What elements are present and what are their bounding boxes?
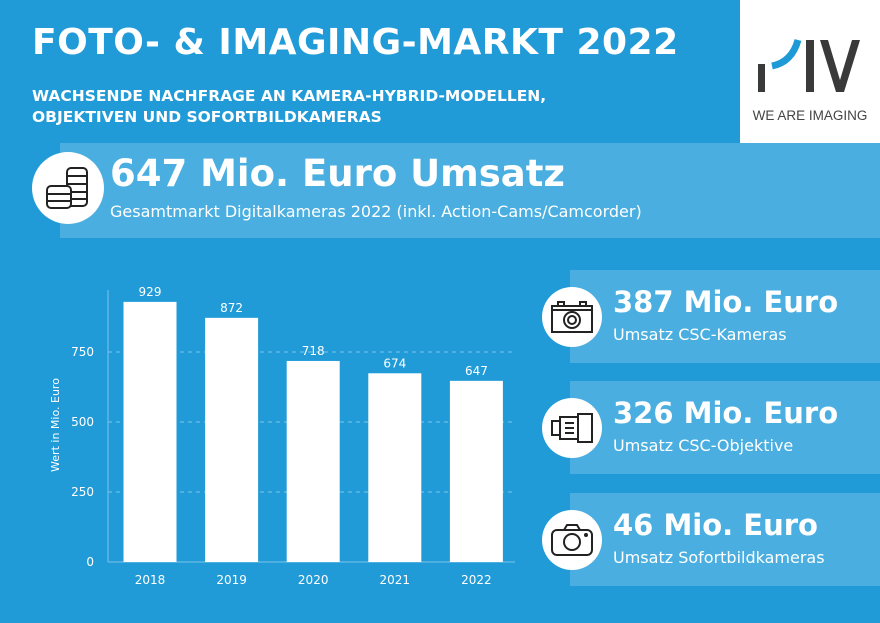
coins-icon <box>32 152 104 224</box>
y-tick-label: 0 <box>86 555 94 569</box>
stat-value: 326 Mio. Euro <box>613 396 839 430</box>
y-tick-label: 500 <box>71 415 94 429</box>
stat-panel-csc-lenses <box>570 381 880 474</box>
subtitle-line-2: OBJEKTIVEN UND SOFORTBILDKAMERAS <box>32 108 382 126</box>
total-value: 647 Mio. Euro Umsatz <box>110 152 565 195</box>
page-subtitle: WACHSENDE NACHFRAGE AN KAMERA-HYBRID-MOD… <box>32 86 672 128</box>
x-tick-label: 2018 <box>135 573 166 587</box>
bar-value-label: 718 <box>302 344 325 358</box>
x-tick-label: 2019 <box>216 573 247 587</box>
bar-value-label: 929 <box>139 285 162 299</box>
piv-logo-mark <box>758 38 860 92</box>
total-panel <box>60 143 880 238</box>
y-tick-label: 250 <box>71 485 94 499</box>
y-axis-label: Wert in Mio. Euro <box>49 378 62 472</box>
bar <box>368 373 422 562</box>
stat-value: 387 Mio. Euro <box>613 285 839 319</box>
stat-label: Umsatz CSC-Kameras <box>613 325 787 344</box>
y-tick-label: 750 <box>71 345 94 359</box>
bar <box>123 301 177 562</box>
total-label: Gesamtmarkt Digitalkameras 2022 (inkl. A… <box>110 202 642 221</box>
bar <box>449 380 503 562</box>
stat-panel-csc-cameras <box>570 270 880 363</box>
bar-value-label: 872 <box>220 301 243 315</box>
x-tick-label: 2022 <box>461 573 492 587</box>
bar-value-label: 647 <box>465 364 488 378</box>
instant-camera-icon <box>542 510 602 570</box>
x-tick-label: 2021 <box>380 573 411 587</box>
stat-label: Umsatz CSC-Objektive <box>613 436 794 455</box>
subtitle-line-1: WACHSENDE NACHFRAGE AN KAMERA-HYBRID-MOD… <box>32 87 547 105</box>
stat-value: 46 Mio. Euro <box>613 508 818 542</box>
x-tick-label: 2020 <box>298 573 329 587</box>
logo-tagline: WE ARE IMAGING <box>752 108 868 123</box>
camera-icon <box>542 287 602 347</box>
lens-icon <box>542 398 602 458</box>
stat-label: Umsatz Sofortbildkameras <box>613 548 825 567</box>
bar <box>286 360 340 562</box>
bar-value-label: 674 <box>383 356 406 370</box>
bar <box>205 317 259 562</box>
page-title: FOTO- & IMAGING-MARKT 2022 <box>32 22 679 63</box>
stat-panel-instant-cameras <box>570 493 880 586</box>
piv-logo: WE ARE IMAGING <box>740 0 880 143</box>
